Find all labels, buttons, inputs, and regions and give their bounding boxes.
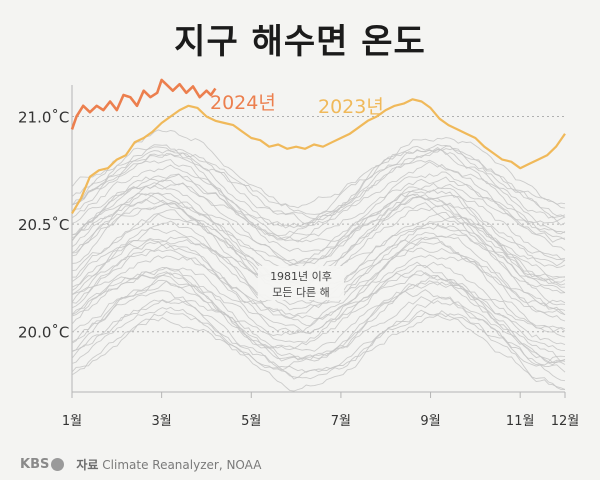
other-year-line [71, 289, 566, 371]
annotation-text: 모든 다른 해 [272, 285, 330, 299]
other-year-line [71, 244, 566, 317]
source-text: Climate Reanalyzer, NOAA [102, 457, 262, 472]
y-tick-label: 21.0˚C [18, 109, 69, 127]
other-year-line [71, 220, 566, 316]
x-tick-label: 11월 [506, 414, 535, 429]
other-year-line [71, 296, 566, 366]
other-year-line [71, 310, 566, 392]
other-year-line [71, 182, 566, 265]
chart-title: 지구 해수면 온도 [174, 22, 426, 62]
other-year-line [71, 147, 566, 221]
y-tick-label: 20.5˚C [18, 216, 69, 234]
series-line-2023 [71, 98, 566, 214]
other-year-line [71, 280, 566, 363]
source-label: 자료 [76, 457, 99, 472]
annotation-background [258, 266, 344, 300]
kbs-logo: KBS [20, 456, 65, 472]
x-tick-label: 12월 [551, 414, 580, 429]
other-year-line [71, 173, 566, 243]
y-tick-label: 20.0˚C [18, 324, 69, 342]
other-year-line [71, 272, 566, 352]
other-year-line [71, 237, 566, 338]
other-year-line [71, 179, 566, 243]
x-tick-label: 7월 [331, 414, 351, 429]
series-label-2024: 2024년 [210, 92, 276, 114]
other-year-line [71, 159, 566, 237]
grid-lines [71, 85, 566, 398]
other-year-line [71, 161, 566, 235]
other-year-line [71, 261, 566, 363]
other-year-line [71, 270, 566, 346]
other-year-line [71, 143, 566, 209]
series-line-2024 [70, 78, 217, 130]
other-year-line [71, 231, 566, 304]
other-year-line [71, 267, 566, 337]
footer: KBS 자료 Climate Reanalyzer, NOAA [20, 454, 261, 474]
other-year-line [71, 235, 566, 326]
x-tick-label: 9월 [420, 414, 440, 429]
other-years-lines [71, 129, 566, 392]
other-year-line [71, 306, 566, 373]
other-year-line [71, 171, 566, 252]
other-year-line [71, 144, 566, 241]
other-year-line [71, 149, 566, 229]
kbs-logo-icon [51, 457, 65, 471]
x-tick-label: 3월 [152, 414, 172, 429]
chart-labels: 21.0˚C 20.5˚C 20.0˚C 1월 3월 5월 7월 9월 11월 12월 2024년 2… [18, 92, 579, 429]
other-year-line [71, 279, 566, 363]
x-tick-label: 5월 [241, 414, 261, 429]
other-year-line [71, 314, 566, 390]
annotation-text: 1981년 이후 [270, 270, 332, 283]
other-year-line [71, 192, 566, 268]
highlighted-series [70, 78, 566, 214]
series-label-2023: 2023년 [318, 96, 384, 118]
kbs-logo-text: KBS [20, 456, 50, 472]
x-tick-label: 1월 [62, 414, 82, 429]
other-year-line [71, 129, 566, 215]
source-line: 자료 Climate Reanalyzer, NOAA [76, 456, 261, 473]
